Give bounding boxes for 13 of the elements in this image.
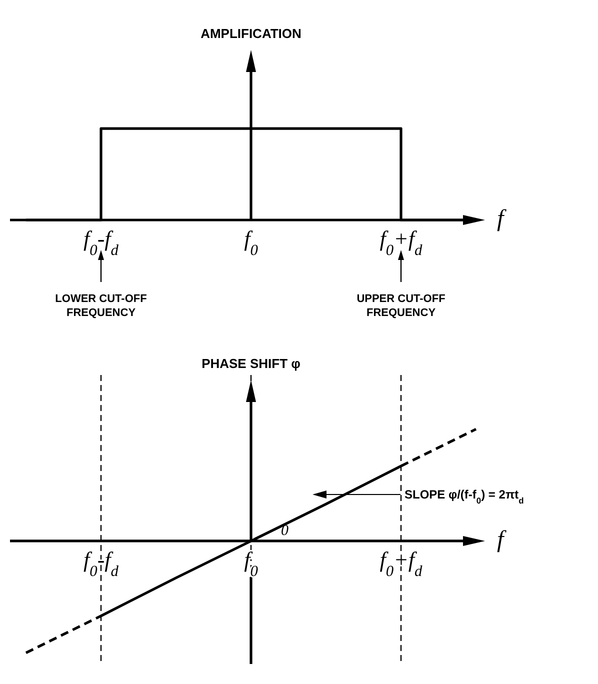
- x-tick-label: f$_{0}$-f$_{d}$: [84, 226, 119, 258]
- y-axis-title: PHASE SHIFT φ: [202, 356, 300, 371]
- annotation: SLOPE φ/(f-f$_{0}$) = 2πt$_{d}$: [404, 488, 524, 506]
- annotation: 0: [281, 522, 289, 539]
- x-tick-label: f$_{0}$-f$_{d}$: [84, 546, 119, 580]
- y-axis-title: AMPLIFICATION: [200, 26, 302, 41]
- x-axis-title: f: [497, 526, 507, 553]
- text: LOWER CUT-OFF FREQUENCY: [55, 293, 148, 319]
- text: UPPER CUT-OFF FREQUENCY: [356, 293, 446, 319]
- x-tick-label: f$_{0}$: [244, 546, 258, 580]
- x-axis-title: f: [497, 206, 507, 232]
- x-tick-label: f$_{0}$: [244, 226, 258, 258]
- x-tick-label: f$_{0}$+f$_{d}$: [380, 226, 423, 258]
